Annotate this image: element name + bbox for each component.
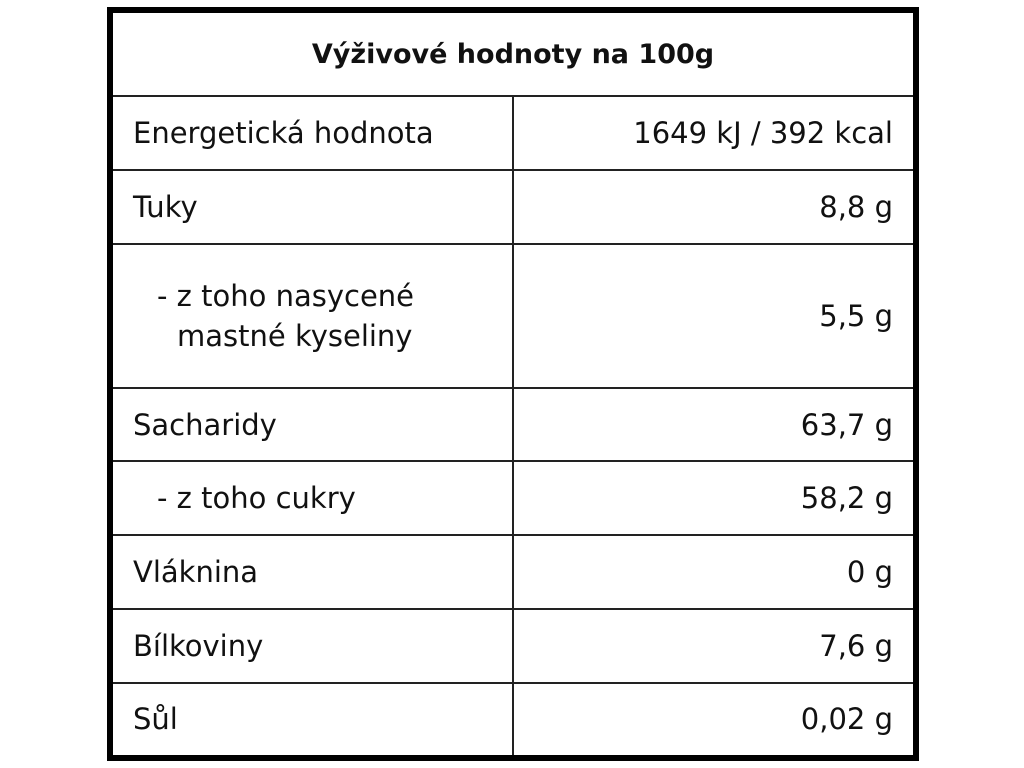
row-label: - z toho cukry <box>113 460 514 537</box>
row-label: Tuky <box>113 168 514 245</box>
row-label: Sacharidy <box>113 386 514 463</box>
table-title: Výživové hodnoty na 100g <box>113 13 913 97</box>
row-value: 5,5 g <box>512 242 913 389</box>
row-value: 63,7 g <box>512 386 913 463</box>
row-value: 8,8 g <box>512 168 913 245</box>
row-label: Sůl <box>113 681 514 755</box>
row-value: 1649 kJ / 392 kcal <box>512 95 913 171</box>
row-value: 0,02 g <box>512 681 913 755</box>
row-label: Energetická hodnota <box>113 95 514 171</box>
row-value: 0 g <box>512 534 913 611</box>
nutrition-table: Výživové hodnoty na 100g Energetická hod… <box>107 7 919 761</box>
row-label: Vláknina <box>113 534 514 611</box>
table: Výživové hodnoty na 100g Energetická hod… <box>113 13 913 755</box>
row-value: 7,6 g <box>512 608 913 684</box>
row-label: Bílkoviny <box>113 608 514 684</box>
row-label: - z toho nasycené mastné kyseliny <box>113 242 514 389</box>
row-value: 58,2 g <box>512 460 913 537</box>
